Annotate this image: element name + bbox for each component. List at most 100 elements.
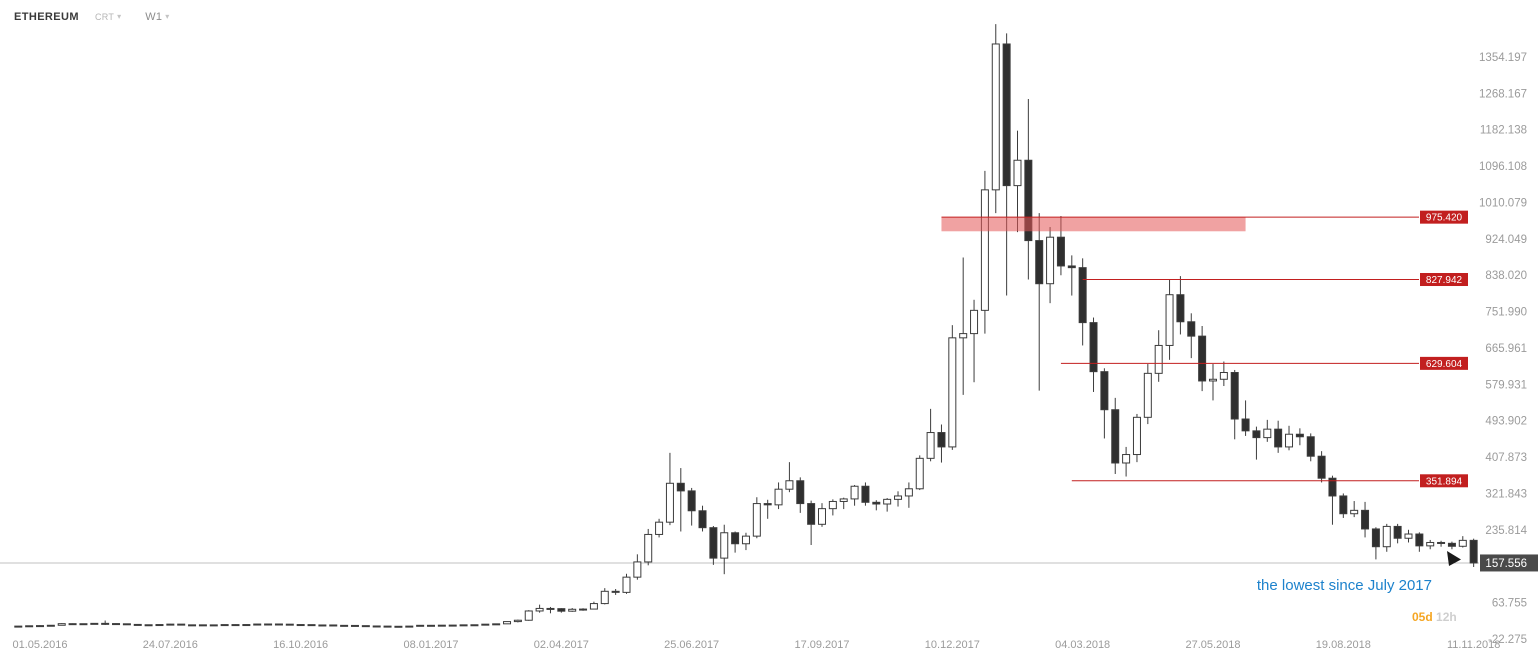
current-price-tag-label: 157.556 [1485, 558, 1527, 570]
candle-body [1056, 236, 1065, 267]
candle-body [1285, 433, 1294, 448]
candle-body [1274, 428, 1283, 448]
candle-body [198, 624, 207, 627]
candle-body [394, 625, 403, 628]
price-axis-label: 665.961 [1485, 343, 1527, 355]
candle-body [589, 603, 598, 610]
candle-body [296, 624, 305, 627]
candle-body [242, 624, 251, 627]
candle-body [513, 619, 522, 623]
candle-body [1241, 418, 1250, 432]
candle-body [731, 532, 740, 545]
candle-body [970, 309, 979, 335]
price-level-tag [1420, 210, 1468, 224]
candle-body [980, 189, 989, 311]
timeframe-dropdown[interactable]: W1 ▾ [145, 11, 169, 23]
candle-body [1252, 430, 1261, 439]
price-level-tag-label: 827.942 [1426, 275, 1463, 286]
price-drop-arrow [1447, 551, 1461, 566]
candle-body [1219, 372, 1228, 380]
candle-body [894, 495, 903, 500]
candle-body [1328, 477, 1337, 497]
candle-body [720, 532, 729, 559]
candle-body [1067, 265, 1076, 269]
candle-body [46, 624, 55, 627]
candle-body [959, 333, 968, 339]
candle-body [937, 432, 946, 448]
candle-body [774, 488, 783, 506]
candle-body [437, 624, 446, 627]
chart-type-label: CRT [94, 12, 115, 22]
candle-body [274, 623, 283, 626]
candle-body [741, 535, 750, 545]
candle-body [1122, 454, 1131, 464]
candle-body [340, 624, 349, 627]
candle-body [948, 337, 957, 448]
candle-body [470, 624, 479, 627]
candle-body [568, 608, 577, 612]
candle-body [1458, 539, 1467, 547]
candle-body [1426, 541, 1435, 547]
candle-body [318, 624, 327, 627]
price-level-tag-label: 629.604 [1426, 359, 1463, 370]
candle-body [1415, 533, 1424, 547]
candle-body [188, 624, 197, 627]
candle-body [350, 624, 359, 627]
candle-body [1143, 372, 1152, 418]
candle-body [1111, 409, 1120, 464]
candle-body [785, 480, 794, 490]
candle-body [14, 625, 23, 628]
price-axis-label: 924.049 [1485, 234, 1527, 246]
price-axis-label: 493.902 [1485, 416, 1527, 428]
chart-type-dropdown[interactable]: CRT ▾ [95, 12, 121, 22]
candle-body [481, 623, 490, 626]
candle-body [1437, 541, 1446, 544]
time-axis-label: 27.05.2018 [1185, 639, 1240, 651]
candle-body [796, 480, 805, 505]
candle-body [361, 625, 370, 628]
price-axis-label: -22.275 [1488, 634, 1527, 646]
candle-body [850, 485, 859, 500]
candle-body [416, 624, 425, 627]
candle-body [1469, 539, 1478, 564]
candle-body [426, 624, 435, 627]
candle-body [1013, 159, 1022, 187]
chart-annotation: the lowest since July 2017 [1256, 577, 1432, 594]
timeframe-label: W1 [145, 11, 163, 23]
candle-body [220, 624, 229, 627]
price-level-tag [1420, 474, 1468, 488]
candle-body [1154, 344, 1163, 374]
candle-body [644, 533, 653, 563]
candle-body [1208, 378, 1217, 382]
candle-body [1002, 43, 1011, 187]
candle-body [1035, 240, 1044, 285]
candle-body [122, 623, 131, 626]
candle-body [68, 623, 77, 626]
symbol-title: ETHEREUM [14, 11, 79, 23]
candle-body [622, 576, 631, 593]
candle-body [1263, 428, 1272, 439]
candle-body [861, 485, 870, 503]
candle-body [600, 590, 609, 605]
candle-body [36, 625, 45, 628]
candle-body [177, 623, 186, 626]
time-axis-label: 04.03.2018 [1055, 639, 1110, 651]
time-axis-label: 19.08.2018 [1316, 639, 1371, 651]
candle-body [698, 510, 707, 529]
candle-body [459, 624, 468, 627]
candle-body [25, 625, 34, 628]
price-axis-label: 1096.108 [1479, 161, 1527, 173]
candle-body [1447, 542, 1456, 547]
candle-body [883, 498, 892, 505]
candle-body [557, 608, 566, 612]
candle-body [1230, 372, 1239, 420]
candle-body [1078, 267, 1087, 324]
time-axis-label: 25.06.2017 [664, 639, 719, 651]
candle-body [503, 621, 512, 625]
candle-body [1176, 294, 1185, 323]
price-level-tag-label: 975.420 [1426, 213, 1463, 224]
current-price-tag [1480, 554, 1538, 572]
price-axis-label: 63.755 [1492, 598, 1527, 610]
candle-body [329, 624, 338, 627]
